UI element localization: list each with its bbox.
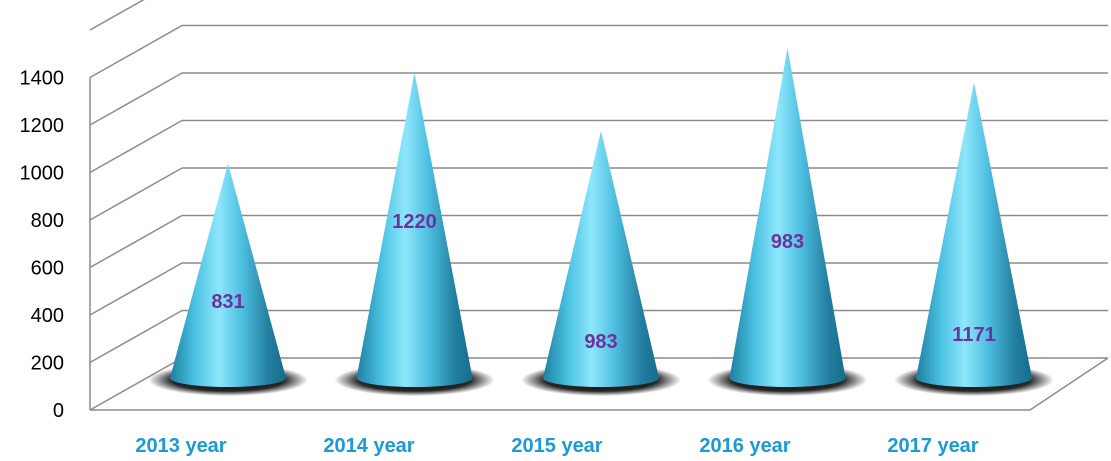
cone-bar: [170, 163, 286, 387]
y-tick-label: 1200: [20, 115, 65, 137]
x-tick-label: 2015 year: [511, 435, 602, 457]
x-axis-category-labels: 2013 year 2014 year 2015 year 2016 year 2017…: [135, 435, 978, 457]
y-tick-label: 1000: [20, 163, 65, 185]
gridline-side: [89, 119, 183, 174]
cone-bar: [729, 47, 846, 387]
cone-bar: [916, 82, 1032, 388]
y-tick-label: 800: [31, 210, 64, 232]
data-label: 983: [771, 231, 804, 253]
y-axis-tick-labels: 0 200 400 600 800 1000 1200 1400: [20, 68, 65, 423]
y-tick-label: 400: [31, 305, 64, 327]
gridline-side: [89, 0, 145, 31]
data-label: 831: [211, 291, 244, 313]
data-label: 1220: [392, 211, 437, 233]
y-tick-label: 0: [53, 400, 64, 422]
gridline-side: [89, 214, 183, 269]
gridline-side: [89, 309, 183, 364]
data-labels: 831 1220 983 983 1171: [211, 211, 995, 353]
x-tick-label: 2016 year: [699, 435, 790, 457]
gridline-side: [89, 72, 183, 126]
x-tick-label: 2014 year: [323, 435, 414, 457]
gridline-side: [89, 24, 183, 79]
cone-bars: [170, 47, 1032, 388]
data-label: 1171: [952, 324, 995, 346]
gridline-side: [89, 167, 183, 221]
x-tick-label: 2013 year: [135, 435, 226, 457]
cone-bar: [543, 130, 659, 387]
y-tick-label: 1400: [20, 68, 65, 90]
x-tick-label: 2017 year: [887, 435, 978, 457]
cone-bar: [356, 72, 473, 387]
y-tick-label: 200: [31, 353, 64, 375]
floor-right-edge: [1029, 357, 1109, 411]
y-tick-label: 600: [31, 258, 64, 280]
gridline-side: [89, 357, 183, 411]
gridline-side: [89, 262, 183, 316]
gridlines: [89, 0, 1109, 411]
data-label: 983: [584, 331, 617, 353]
